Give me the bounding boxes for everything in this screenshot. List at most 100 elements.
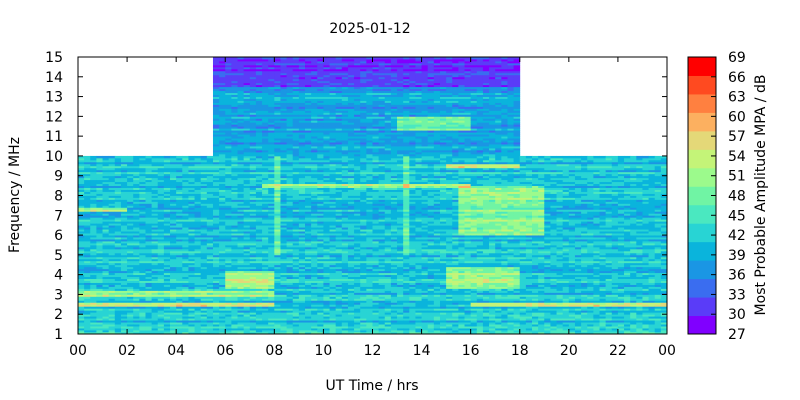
heatmap-cell: [243, 104, 251, 107]
heatmap-cell: [243, 284, 251, 287]
heatmap-cell: [182, 322, 189, 325]
heatmap-cell: [305, 171, 312, 175]
heatmap-cell: [151, 260, 159, 264]
heatmap-cell: [170, 328, 177, 331]
heatmap-cell: [317, 108, 324, 111]
heatmap-cell: [292, 241, 300, 244]
heatmap-cell: [292, 76, 300, 80]
heatmap-cell: [127, 199, 134, 202]
heatmap-cell: [163, 268, 171, 272]
heatmap-cell: [255, 272, 263, 276]
heatmap-cell: [219, 86, 226, 90]
heatmap-cell: [84, 217, 91, 220]
heatmap-cell: [243, 116, 251, 119]
heatmap-cell: [292, 326, 300, 329]
heatmap-cell: [219, 153, 226, 157]
heatmap-cell: [329, 258, 337, 262]
heatmap-cell: [176, 258, 183, 262]
heatmap-cell: [305, 136, 312, 139]
heatmap-cell: [329, 122, 337, 125]
heatmap-cell: [78, 209, 85, 212]
heatmap-cell: [225, 205, 232, 208]
heatmap-cell: [206, 231, 214, 234]
heatmap-cell: [212, 258, 220, 262]
heatmap-cell: [243, 318, 251, 321]
heatmap-cell: [188, 324, 195, 327]
heatmap-cell: [329, 282, 337, 285]
heatmap-cell: [311, 241, 318, 244]
heatmap-cell: [255, 82, 263, 86]
heatmap-cell: [212, 169, 220, 173]
heatmap-cell: [157, 262, 165, 266]
heatmap-cell: [212, 282, 220, 285]
heatmap-cell: [262, 148, 269, 151]
heatmap-cell: [305, 106, 312, 109]
heatmap-cell: [108, 286, 116, 289]
heatmap-cell: [237, 322, 245, 325]
heatmap-cell: [212, 134, 220, 137]
heatmap-cell: [163, 316, 171, 319]
heatmap-cell: [108, 322, 116, 325]
heatmap-cell: [317, 112, 324, 115]
heatmap-cell: [329, 252, 337, 256]
heatmap-cell: [268, 110, 275, 113]
heatmap-cell: [176, 193, 183, 196]
heatmap-cell: [78, 274, 85, 278]
heatmap-cell: [329, 215, 337, 218]
heatmap-cell: [329, 286, 337, 289]
heatmap-cell: [323, 88, 330, 92]
heatmap-cell: [176, 278, 183, 281]
heatmap-cell: [225, 284, 232, 287]
heatmap-cell: [127, 242, 134, 246]
heatmap-cell: [249, 290, 257, 293]
heatmap-cell: [323, 272, 330, 276]
heatmap-cell: [311, 100, 318, 103]
heatmap-cell: [341, 276, 349, 279]
heatmap-cell: [127, 296, 134, 299]
heatmap-cell: [329, 126, 337, 129]
heatmap-cell: [262, 294, 269, 297]
heatmap-cell: [335, 233, 343, 236]
heatmap-cell: [102, 235, 110, 238]
heatmap-cell: [225, 244, 232, 248]
heatmap-cell: [127, 274, 134, 278]
heatmap-cell: [219, 264, 226, 268]
heatmap-cell: [200, 207, 208, 210]
heatmap-cell: [212, 280, 220, 283]
heatmap-cell: [157, 221, 165, 224]
heatmap-cell: [249, 280, 257, 283]
heatmap-cell: [133, 262, 140, 266]
heatmap-cell: [280, 288, 288, 291]
heatmap-cell: [200, 179, 208, 183]
heatmap-cell: [225, 326, 232, 329]
heatmap-cell: [102, 215, 110, 218]
heatmap-cell: [317, 142, 324, 145]
heatmap-cell: [335, 254, 343, 258]
heatmap-cell: [170, 235, 177, 238]
heatmap-cell: [249, 229, 257, 232]
heatmap-cell: [335, 250, 343, 254]
heatmap-cell: [151, 159, 159, 163]
heatmap-cell: [317, 316, 324, 319]
heatmap-cell: [329, 118, 337, 121]
heatmap-cell: [262, 312, 269, 315]
heatmap-cell: [114, 171, 122, 175]
heatmap-cell: [280, 78, 288, 82]
heatmap-cell: [114, 237, 122, 240]
heatmap-cell: [335, 90, 343, 94]
heatmap-cell: [96, 248, 103, 252]
heatmap-cell: [286, 300, 294, 303]
heatmap-cell: [90, 324, 97, 327]
heatmap-cell: [292, 112, 300, 115]
heatmap-cell: [108, 167, 116, 171]
heatmap-cell: [114, 296, 122, 299]
heatmap-cell: [114, 207, 122, 210]
heatmap-cell: [286, 209, 294, 212]
heatmap-cell: [212, 62, 220, 66]
heatmap-cell: [231, 187, 238, 190]
heatmap-cell: [262, 282, 269, 285]
heatmap-cell: [317, 118, 324, 121]
heatmap-cell: [323, 193, 330, 196]
heatmap-cell: [212, 250, 220, 254]
heatmap-cell: [225, 76, 232, 80]
